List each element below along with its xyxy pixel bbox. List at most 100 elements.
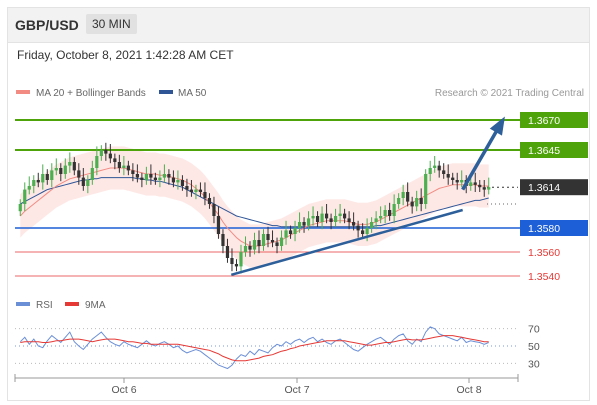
candle-body xyxy=(347,218,351,222)
candle-body xyxy=(473,182,477,185)
candle-body xyxy=(221,234,225,246)
candle-body xyxy=(23,189,27,204)
price-legend: MA 20 + Bollinger Bands MA 50 Research ©… xyxy=(16,88,584,99)
candle-body xyxy=(469,182,473,186)
candle-body xyxy=(455,180,459,183)
candle-body xyxy=(288,230,293,234)
candle-body xyxy=(243,246,248,252)
candle-body xyxy=(437,165,441,171)
time-axis: Oct 6 Oct 7 Oct 8 xyxy=(14,374,519,396)
candle-body xyxy=(266,234,270,240)
timestamp: Friday, October 8, 2021 1:42:28 AM CET xyxy=(17,48,234,62)
ma50-line xyxy=(20,177,489,228)
candle-body xyxy=(113,158,117,162)
candle-body xyxy=(122,165,126,168)
candle-body xyxy=(59,168,63,174)
ma20-legend-label: MA 20 + Bollinger Bands xyxy=(36,88,146,99)
candle-body xyxy=(45,174,49,180)
candle-body xyxy=(370,222,374,228)
candle-body xyxy=(284,230,288,238)
candle-body xyxy=(135,174,139,178)
candle-body xyxy=(108,153,112,159)
symbol-label: GBP/USD xyxy=(15,17,79,33)
rsi-ma-legend-swatch xyxy=(65,302,79,306)
candle-body xyxy=(189,189,194,192)
ma50-legend-label: MA 50 xyxy=(178,88,207,99)
candle-body xyxy=(257,240,261,246)
candle-body xyxy=(230,258,234,264)
candle-body xyxy=(239,252,243,267)
rsi-tick-50: 50 xyxy=(528,341,540,353)
candle-body xyxy=(225,246,230,258)
candle-body xyxy=(451,177,455,180)
candle-body xyxy=(315,216,320,222)
level-tag-1.3614 xyxy=(520,179,588,196)
candle-body xyxy=(63,165,67,174)
candle-body xyxy=(95,156,99,168)
candle-body xyxy=(207,198,212,204)
timeframe-badge[interactable]: 30 MIN xyxy=(86,14,137,34)
candle-body xyxy=(90,168,94,180)
widget-header: GBP/USD 30 MIN xyxy=(8,8,589,43)
candle-body xyxy=(104,150,108,154)
level-label-1.3645: 1.3645 xyxy=(528,145,560,157)
candle-body xyxy=(311,216,315,219)
candle-body xyxy=(324,213,329,219)
candle-body xyxy=(261,234,266,246)
candle-body xyxy=(36,180,40,183)
candle-body xyxy=(158,177,162,180)
candle-body xyxy=(419,198,423,204)
candle-body xyxy=(329,218,333,222)
candle-body xyxy=(379,216,383,219)
candle-body xyxy=(81,177,85,186)
candle-body xyxy=(392,204,396,216)
rsi-legend-swatch xyxy=(16,302,30,306)
candle-body xyxy=(320,213,324,222)
x-tick-label: Oct 6 xyxy=(111,384,136,396)
candle-body xyxy=(361,230,365,234)
candle-body xyxy=(167,174,171,178)
rsi-plot: 70 50 30 xyxy=(15,324,540,370)
candle-body xyxy=(279,237,284,246)
level-tag-1.3580 xyxy=(520,220,588,236)
candle-body xyxy=(126,165,130,171)
credit-text: Research © 2021 Trading Central xyxy=(435,88,584,99)
price-plot: 1.3670 1.3645 1.3614 1.3580 1.3560 1.3540 xyxy=(15,112,588,283)
candle-body xyxy=(356,225,360,231)
candle-body xyxy=(275,242,279,246)
candle-body xyxy=(149,174,153,178)
ma20-legend-swatch xyxy=(16,90,30,94)
candle-body xyxy=(342,213,347,219)
candle-body xyxy=(216,216,221,234)
candle-body xyxy=(41,174,45,183)
rsi-tick-70: 70 xyxy=(528,324,540,336)
candle-body xyxy=(397,198,401,204)
candle-body xyxy=(383,210,387,216)
rsi-ma-line xyxy=(20,335,489,362)
candle-body xyxy=(333,216,338,222)
candle-body xyxy=(374,218,378,222)
rsi-legend: RSI 9MA xyxy=(16,300,106,311)
candle-body xyxy=(72,162,76,171)
candle-body xyxy=(140,177,144,180)
candle-body xyxy=(185,186,189,190)
candle-body xyxy=(153,177,157,180)
level-label-1.3580: 1.3580 xyxy=(528,223,560,235)
candle-body xyxy=(401,192,405,198)
candle-body xyxy=(203,192,207,198)
candle-body xyxy=(482,187,486,190)
candle-body xyxy=(338,213,342,216)
candle-body xyxy=(248,246,252,250)
candle-body xyxy=(270,240,275,243)
candle-body xyxy=(99,150,103,156)
candle-body xyxy=(171,177,176,183)
rsi-legend-label: RSI xyxy=(36,300,53,311)
candle-body xyxy=(144,174,148,180)
candle-body xyxy=(293,228,297,234)
candle-body xyxy=(212,204,216,216)
candle-body xyxy=(478,184,482,188)
rsi-ma-legend-label: 9MA xyxy=(85,300,106,311)
x-tick-label: Oct 7 xyxy=(284,384,309,396)
candle-body xyxy=(410,201,414,207)
